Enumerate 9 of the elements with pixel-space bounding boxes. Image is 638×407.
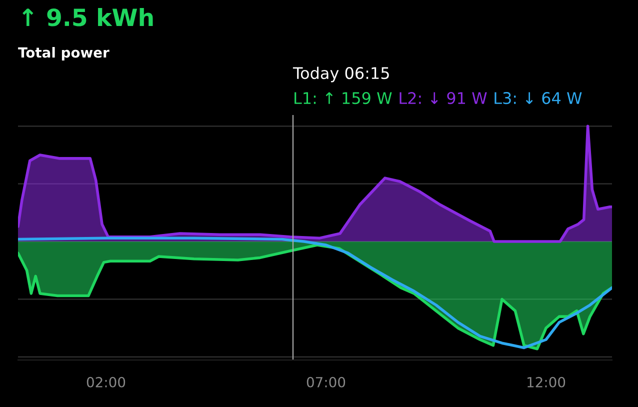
chart-subtitle: Total power — [18, 47, 110, 60]
x-tick-label: 12:00 — [528, 376, 566, 388]
chart-title: ↑ 9.5 kWh — [22, 8, 153, 26]
x-tick-label: 02:00 — [86, 376, 126, 388]
text: L2: ↓ 91 W — [400, 92, 487, 104]
x-tick-label: 07:00 — [306, 376, 346, 388]
text: L3: ↓ 64 W — [494, 92, 582, 104]
text: L1: ↑ 159 W — [294, 92, 392, 104]
ref-line-label: Today 06:15 — [292, 66, 389, 82]
